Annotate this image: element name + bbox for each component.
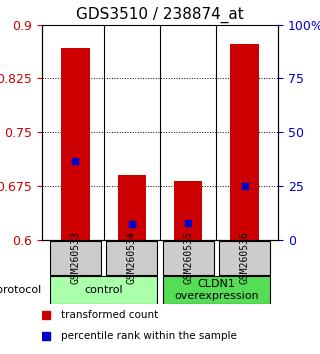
Text: percentile rank within the sample: percentile rank within the sample	[60, 331, 236, 341]
Text: CLDN1
overexpression: CLDN1 overexpression	[174, 279, 259, 301]
FancyBboxPatch shape	[163, 241, 213, 275]
FancyBboxPatch shape	[50, 241, 101, 275]
Bar	[61, 48, 90, 240]
FancyBboxPatch shape	[50, 276, 157, 304]
Bar	[230, 44, 259, 240]
Text: GSM260535: GSM260535	[183, 232, 193, 284]
Title: GDS3510 / 238874_at: GDS3510 / 238874_at	[76, 7, 244, 23]
FancyBboxPatch shape	[107, 241, 157, 275]
Text: GSM260534: GSM260534	[127, 232, 137, 284]
Text: transformed count: transformed count	[60, 310, 158, 320]
FancyBboxPatch shape	[219, 241, 270, 275]
Text: control: control	[84, 285, 123, 295]
Text: GSM260533: GSM260533	[70, 232, 80, 284]
Bar	[174, 181, 202, 240]
FancyBboxPatch shape	[163, 276, 270, 304]
Text: GSM260536: GSM260536	[240, 232, 250, 284]
Text: protocol: protocol	[0, 285, 42, 295]
Bar	[118, 175, 146, 240]
